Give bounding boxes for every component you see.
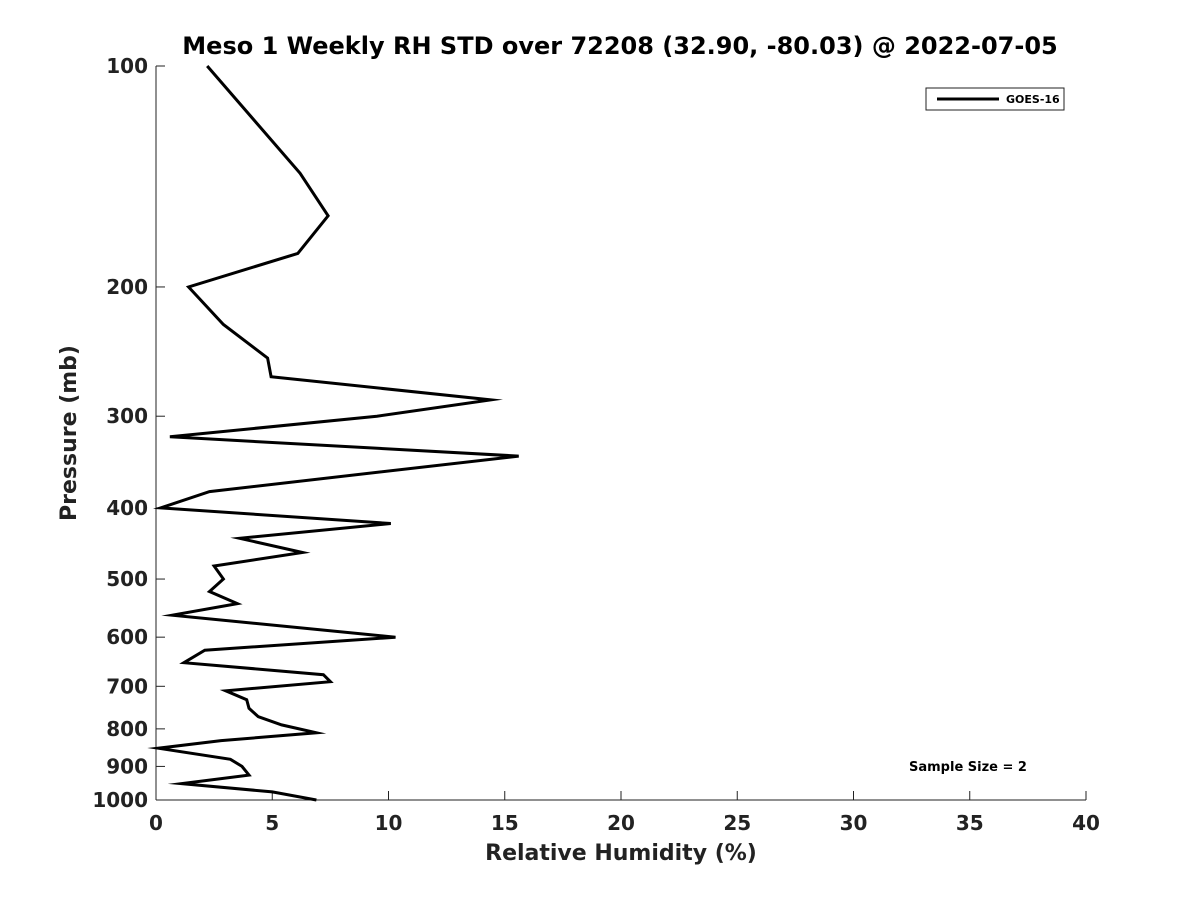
x-tick-label: 10 (375, 811, 403, 835)
chart-title: Meso 1 Weekly RH STD over 72208 (32.90, … (182, 32, 1057, 60)
x-tick-label: 30 (840, 811, 868, 835)
y-tick-label: 600 (106, 625, 148, 649)
y-ticks: 100 200 300 400 500 600 700 800 900 1000 (92, 54, 165, 812)
y-tick-label: 700 (106, 674, 148, 698)
x-tick-label: 15 (491, 811, 519, 835)
legend: GOES-16 (925, 87, 1065, 111)
y-tick-label: 400 (106, 496, 148, 520)
y-tick-label: 900 (106, 754, 148, 778)
sample-size-annotation: Sample Size = 2 (909, 760, 1027, 775)
x-tick-label: 40 (1072, 811, 1100, 835)
x-tick-label: 35 (956, 811, 984, 835)
x-tick-label: 5 (265, 811, 279, 835)
plot-area (155, 66, 1086, 801)
series-line-goes-16 (147, 65, 519, 802)
y-tick-label: 1000 (92, 788, 148, 812)
x-tick-label: 20 (607, 811, 635, 835)
y-tick-label: 800 (106, 717, 148, 741)
y-axis-label: Pressure (mb) (57, 345, 82, 521)
y-tick-label: 500 (106, 567, 148, 591)
x-ticks: 0 5 10 15 20 25 30 35 40 (149, 791, 1100, 835)
y-tick-label: 300 (106, 404, 148, 428)
x-axis-label: Relative Humidity (%) (485, 841, 757, 866)
x-tick-label: 25 (723, 811, 751, 835)
x-tick-label: 0 (149, 811, 163, 835)
series-group (147, 65, 519, 802)
y-tick-label: 100 (106, 54, 148, 78)
legend-label-goes16: GOES-16 (1006, 93, 1060, 106)
y-tick-label: 200 (106, 275, 148, 299)
